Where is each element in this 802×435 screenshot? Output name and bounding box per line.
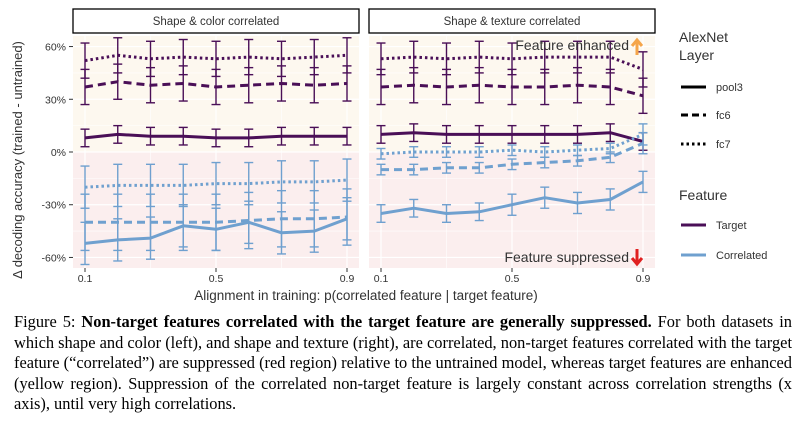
legend-layer-title-2: Layer bbox=[679, 47, 714, 63]
x-tick-label: 0.5 bbox=[505, 273, 520, 285]
x-axis-label: Alignment in training: p(correlated feat… bbox=[194, 288, 537, 303]
legend-pool3-label: pool3 bbox=[716, 82, 743, 94]
facet-strip bbox=[368, 8, 656, 34]
series-target-fc6 bbox=[80, 63, 352, 106]
y-tick-label: 30% bbox=[45, 94, 66, 106]
series-target-fc6 bbox=[376, 66, 648, 115]
legend-correlated-label: Correlated bbox=[716, 250, 767, 262]
series-line bbox=[84, 217, 348, 245]
series-line bbox=[84, 80, 348, 89]
arrow-up-icon bbox=[630, 37, 644, 55]
series-line bbox=[381, 141, 644, 172]
caption-bold: Non-target features correlated with the … bbox=[81, 312, 652, 331]
y-axis-label: Δ decoding accuracy (trained - untrained… bbox=[10, 41, 25, 279]
x-tick-label: 0.9 bbox=[340, 273, 355, 285]
series-correlated-fc6 bbox=[376, 131, 648, 176]
series-target-pool3 bbox=[376, 123, 648, 151]
feature-enhanced-label: Feature enhanced bbox=[515, 37, 629, 53]
series-line bbox=[84, 53, 348, 63]
x-tick-label: 0.1 bbox=[78, 273, 93, 285]
facet-title: Shape & color correlated bbox=[153, 16, 280, 28]
legend-layer-title-1: AlexNet bbox=[679, 29, 728, 45]
series-target-pool3 bbox=[80, 124, 352, 148]
facet-title: Shape & texture correlated bbox=[444, 16, 581, 28]
series-line bbox=[380, 180, 644, 215]
legend-target-label: Target bbox=[716, 220, 747, 232]
caption-body: For both datasets in which shape and col… bbox=[14, 312, 792, 413]
series-correlated-pool3 bbox=[80, 196, 352, 266]
legend-fc7-label: fc7 bbox=[716, 139, 731, 151]
figure: Shape & color correlated 0.1 0.5 0.9 60% 30% 0… bbox=[10, 8, 767, 303]
feature-suppressed-label: Feature suppressed bbox=[504, 249, 629, 265]
figure-caption: Figure 5: Non-target features correlated… bbox=[14, 312, 792, 415]
y-tick-label: -30% bbox=[41, 200, 66, 212]
y-tick-label: 0% bbox=[51, 147, 66, 159]
x-tick-label: 0.1 bbox=[374, 273, 389, 285]
legend: AlexNet Layer pool3 fc6 fc7 Feature Targ… bbox=[679, 29, 767, 262]
series-correlated-pool3 bbox=[376, 170, 648, 224]
arrow-down-icon bbox=[630, 249, 644, 267]
facet-strip bbox=[72, 8, 360, 34]
panel-1: Shape & color correlated 0.1 0.5 0.9 60% 30% 0… bbox=[41, 8, 360, 285]
series-line bbox=[84, 132, 347, 140]
x-tick-label: 0.5 bbox=[209, 273, 224, 285]
series-line bbox=[380, 83, 644, 98]
panel-2: Shape & texture correlated 0.1 0.5 0.9 Featu… bbox=[368, 8, 656, 285]
y-tick-label: 60% bbox=[45, 42, 66, 54]
y-tick-label: -60% bbox=[41, 252, 66, 264]
legend-feature-title: Feature bbox=[679, 187, 727, 203]
caption-label: Figure 5: bbox=[14, 312, 82, 331]
series-line bbox=[380, 131, 644, 143]
x-tick-label: 0.9 bbox=[636, 273, 651, 285]
legend-fc6-label: fc6 bbox=[716, 110, 731, 122]
